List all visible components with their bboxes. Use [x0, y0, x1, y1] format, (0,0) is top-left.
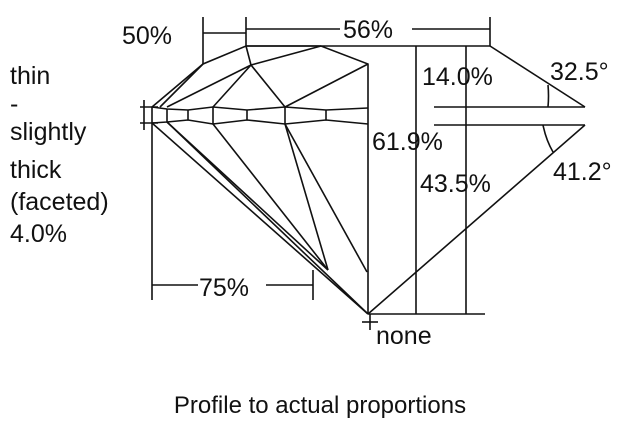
girdle-line: slightly [10, 118, 87, 146]
pavilion-facet [284, 123, 329, 271]
pavilion-facet [212, 123, 329, 271]
girdle-line: - [10, 90, 18, 118]
crown-facet [166, 64, 252, 108]
crown-facet [250, 64, 286, 108]
crown-facet [212, 64, 252, 108]
pavilion-depth-label: 43.5% [420, 170, 491, 198]
crown-outline [151, 45, 369, 314]
crown-slope [489, 45, 586, 108]
pavilion-angle-label: 41.2° [553, 158, 612, 186]
total-depth-label: 61.9% [372, 128, 443, 156]
crown-angle-label: 32.5° [550, 58, 609, 86]
pavilion-facet [166, 121, 329, 271]
pavilion-angle-arc [542, 124, 554, 153]
crown-height-label: 14.0% [422, 63, 493, 91]
girdle-line: thick [10, 156, 62, 184]
pavilion-slope [367, 124, 586, 315]
lower-half-label: 75% [199, 274, 249, 302]
girdle-line: thin [10, 62, 50, 90]
caption: Profile to actual proportions [174, 392, 466, 419]
crown-facet [159, 63, 204, 108]
girdle-line: 4.0% [10, 220, 67, 248]
pavilion-facet [284, 123, 368, 273]
culet-label: none [376, 322, 432, 350]
crown-facet [245, 45, 252, 66]
dimension-bars [151, 17, 491, 300]
crown-angle-arc [547, 84, 550, 108]
girdle-description: thin - slightly thick (faceted) 4.0% [10, 62, 109, 248]
girdle-line: (faceted) [10, 188, 109, 216]
table-label: 56% [343, 16, 393, 44]
crown-facet [250, 45, 322, 66]
pavilion-facet [166, 121, 369, 315]
table-half-label: 50% [122, 22, 172, 50]
crown-facet [284, 63, 369, 108]
right-profile [246, 45, 586, 330]
diamond-profile [140, 45, 369, 315]
pavilion-facet [151, 122, 369, 315]
girdle-bottom [151, 119, 369, 125]
girdle-top [151, 106, 369, 111]
